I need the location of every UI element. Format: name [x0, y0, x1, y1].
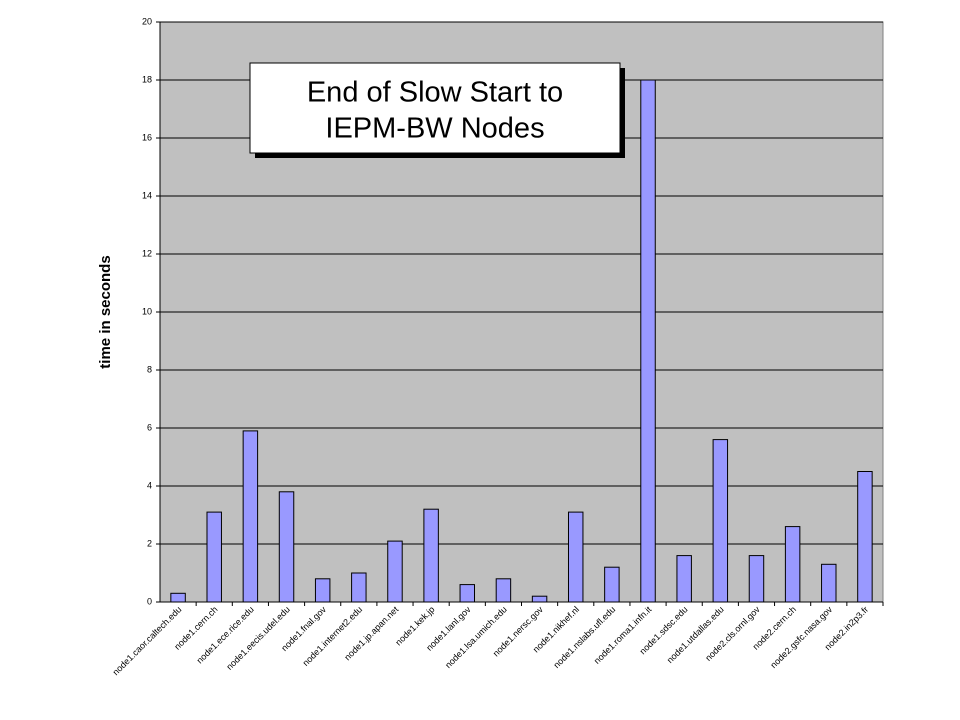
y-tick-label: 14: [142, 190, 152, 200]
bar: [784, 526, 801, 603]
y-tick-label: 8: [147, 364, 152, 374]
bar: [857, 471, 873, 603]
bar: [821, 563, 837, 603]
bar: [604, 566, 620, 603]
bar: [748, 555, 765, 603]
bar: [387, 540, 403, 603]
x-tick-label: node1.eecis.udel.edu: [224, 604, 292, 672]
bar: [206, 511, 222, 603]
bar: [170, 592, 186, 603]
y-tick-label: 10: [142, 306, 152, 316]
y-axis-label: time in seconds: [97, 255, 114, 368]
bar: [495, 578, 512, 603]
x-tick-label: node1.nslabs.ufl.edu: [551, 604, 617, 670]
chart-title: End of Slow Start to: [307, 77, 563, 109]
x-tick-label: node2.gsfc.nasa.gov: [768, 604, 834, 670]
bar: [567, 511, 584, 603]
bar: [423, 508, 439, 603]
y-tick-label: 18: [142, 74, 152, 84]
bar: [676, 555, 692, 603]
bar: [242, 430, 259, 603]
bar: [314, 578, 331, 603]
y-tick-label: 6: [147, 422, 152, 432]
y-tick-label: 12: [142, 248, 152, 258]
x-tick-label: node1.caor.caltech.edu: [111, 604, 184, 677]
y-tick-label: 0: [147, 596, 152, 606]
x-tick-label: node1.lsa.umich.edu: [443, 604, 509, 670]
bar: [640, 79, 656, 603]
title-box: [249, 62, 621, 154]
y-tick-label: 16: [142, 132, 152, 142]
chart-title: IEPM-BW Nodes: [325, 113, 544, 145]
bar: [531, 595, 548, 603]
y-tick-label: 2: [147, 538, 152, 548]
bar: [712, 439, 729, 603]
bar: [278, 491, 295, 603]
bar: [351, 572, 367, 603]
y-tick-label: 20: [142, 16, 152, 26]
bar: [459, 584, 476, 603]
y-tick-label: 4: [147, 480, 152, 490]
